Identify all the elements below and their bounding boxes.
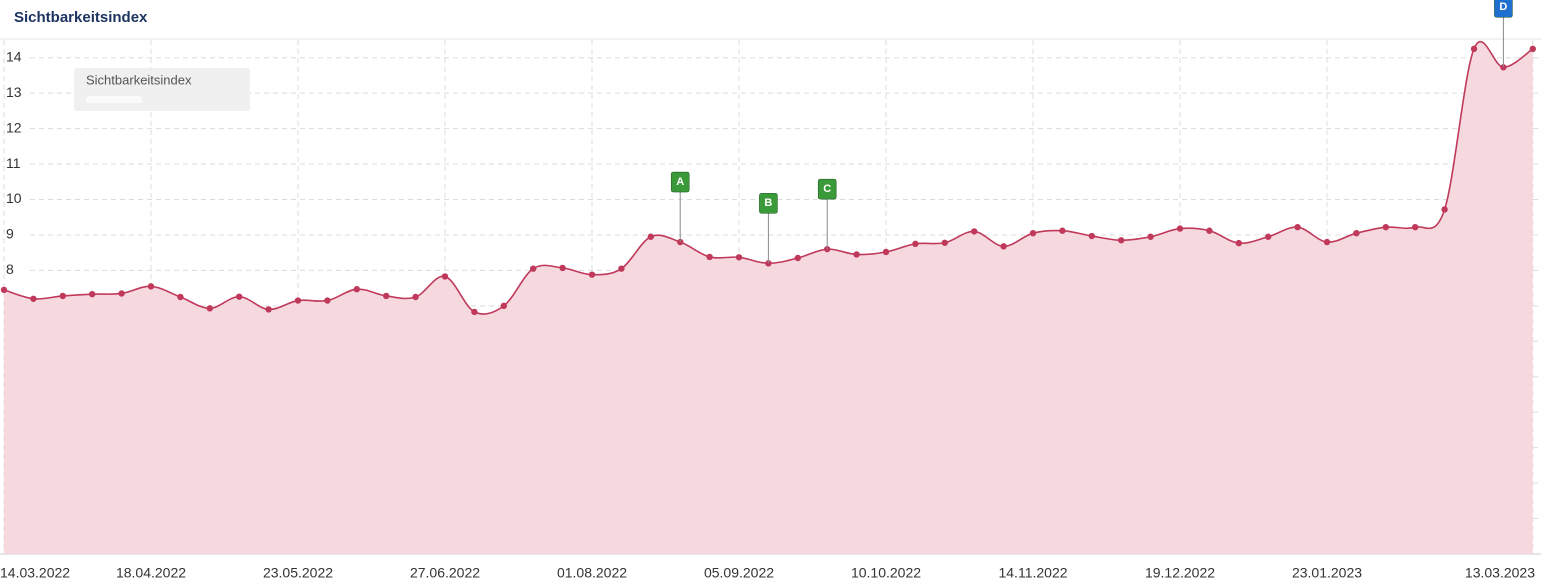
- point: [853, 251, 860, 258]
- annotation-label: A: [676, 176, 684, 188]
- point: [177, 293, 184, 301]
- point: [59, 292, 66, 300]
- point: [89, 290, 96, 298]
- point: [1147, 233, 1154, 240]
- point: [206, 305, 213, 312]
- point: [941, 239, 948, 246]
- y-tick-label: 14: [6, 48, 22, 64]
- x-tick-label: 05.09.2022: [704, 565, 774, 581]
- point: [1059, 227, 1066, 234]
- point: [471, 308, 478, 316]
- y-tick-label: 11: [6, 155, 21, 171]
- point: [0, 286, 8, 294]
- point: [1118, 237, 1125, 244]
- point: [1000, 243, 1007, 250]
- point: [706, 253, 713, 261]
- point: [1412, 223, 1419, 231]
- x-tick-label: 23.05.2022: [263, 565, 333, 581]
- point: [441, 273, 449, 280]
- point: [1088, 232, 1096, 240]
- point: [383, 292, 390, 300]
- x-tick-label: 23.01.2023: [1292, 565, 1362, 581]
- chart-title: Sichtbarkeitsindex: [14, 9, 148, 26]
- annotation-label: B: [764, 197, 772, 209]
- y-tick-label: 9: [6, 226, 14, 242]
- point: [647, 233, 654, 240]
- point: [294, 297, 302, 304]
- x-tick-label: 13.03.2023: [1465, 565, 1535, 581]
- point: [882, 248, 890, 256]
- point: [1441, 206, 1448, 213]
- y-tick-label: 10: [6, 190, 22, 206]
- x-tick-label: 01.08.2022: [557, 565, 627, 581]
- point: [324, 297, 331, 304]
- point: [1529, 45, 1537, 53]
- area: [4, 41, 1533, 555]
- point: [1353, 229, 1360, 237]
- x-tick-label: 14.11.2022: [998, 565, 1067, 581]
- y-tick-label: 8: [6, 261, 14, 277]
- point: [530, 265, 537, 272]
- x-tick-label: 18.04.2022: [116, 565, 186, 581]
- point: [500, 302, 507, 310]
- point: [147, 283, 155, 290]
- point: [1323, 238, 1331, 246]
- annotation-flag[interactable]: [1494, 0, 1513, 18]
- point: [971, 228, 978, 235]
- point: [265, 306, 272, 313]
- point: [1235, 239, 1243, 247]
- point: [1029, 229, 1037, 237]
- point: [1176, 225, 1184, 232]
- point: [118, 290, 125, 297]
- annotation-flag[interactable]: [670, 171, 690, 193]
- point: [1382, 223, 1390, 231]
- point: [1206, 227, 1213, 234]
- point: [794, 254, 801, 262]
- x-tick-label: 27.06.2022: [410, 565, 480, 581]
- legend-label: Sichtbarkeitsindex: [86, 72, 192, 87]
- point: [353, 286, 360, 293]
- x-tick-label: 10.10.2022: [851, 565, 921, 581]
- annotation-label: C: [823, 183, 831, 195]
- point: [412, 293, 419, 301]
- point: [30, 295, 37, 302]
- point: [1500, 64, 1507, 71]
- point: [1265, 233, 1272, 240]
- point: [1470, 45, 1478, 53]
- point: [618, 265, 625, 272]
- legend-blur: [86, 96, 142, 103]
- x-tick-label: 14.03.2022: [0, 565, 70, 581]
- point: [1294, 223, 1301, 231]
- annotation-flag[interactable]: [759, 193, 778, 214]
- annotation-label: D: [1499, 1, 1507, 13]
- point: [236, 293, 243, 300]
- point: [735, 254, 743, 261]
- point: [588, 271, 596, 278]
- point: [559, 264, 566, 272]
- x-tick-label: 19.12.2022: [1145, 565, 1215, 581]
- y-tick-label: 13: [6, 84, 22, 100]
- point: [912, 240, 919, 248]
- annotation-flag[interactable]: [817, 178, 837, 200]
- y-tick-label: 12: [6, 119, 22, 135]
